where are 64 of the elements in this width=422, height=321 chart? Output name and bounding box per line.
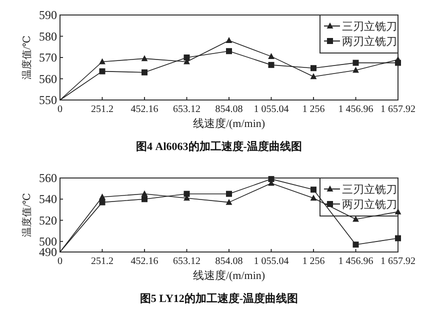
legend-label: 三刃立铣刀 xyxy=(342,20,397,33)
legend-label: 三刃立铣刀 xyxy=(342,183,397,196)
point xyxy=(352,216,359,222)
point xyxy=(226,198,232,205)
point xyxy=(226,37,232,43)
point xyxy=(310,186,316,193)
point xyxy=(99,68,106,74)
x-tick-label: 1 055.04 xyxy=(254,104,289,115)
point xyxy=(226,48,232,54)
x-tick-label: 452.16 xyxy=(130,256,158,267)
y-tick-label: 580 xyxy=(39,29,57,44)
x-tick-label: 452.16 xyxy=(130,104,158,115)
point xyxy=(141,55,148,62)
y-tick-label: 520 xyxy=(39,213,57,228)
x-tick-label: 1 456.96 xyxy=(338,104,374,115)
point xyxy=(352,60,359,66)
point xyxy=(142,196,148,202)
x-tick-label: 251.2 xyxy=(91,256,114,267)
x-tick-label: 854.08 xyxy=(215,256,243,267)
x-axis-title: 线速度/(m/min) xyxy=(192,269,266,282)
x-tick-label: 251.2 xyxy=(91,104,114,115)
x-tick-label: 854.08 xyxy=(215,104,243,115)
point xyxy=(268,62,274,68)
point xyxy=(352,66,359,73)
point xyxy=(394,208,402,214)
point xyxy=(310,65,316,72)
point xyxy=(310,194,317,201)
x-tick-label: 1 256 xyxy=(302,256,325,267)
y-axis-title: 温度值/℃ xyxy=(21,36,33,80)
point xyxy=(184,190,190,197)
point xyxy=(352,242,359,248)
point xyxy=(268,176,274,182)
y-tick-label: 560 xyxy=(39,171,57,185)
point xyxy=(99,194,106,200)
y-tick-label: 590 xyxy=(39,8,57,22)
y-tick-label: 540 xyxy=(39,192,57,206)
y-axis-title: 温度值/℃ xyxy=(21,193,33,237)
point xyxy=(310,73,317,80)
point xyxy=(141,190,148,196)
text: 图4 Al6063的加工速度-温度曲线图 xyxy=(136,140,302,153)
text: 图5 LY12的加工速度-温度曲线图 xyxy=(140,292,298,305)
legend-label: 两刃立铣刀 xyxy=(342,35,397,48)
x-tick-label: 1 456.96 xyxy=(338,256,374,267)
x-tick-label: 653.12 xyxy=(173,256,200,267)
x-tick-label: 0 xyxy=(58,104,62,115)
y-tick-label: 550 xyxy=(39,93,57,107)
point xyxy=(395,235,401,242)
x-tick-label: 0 xyxy=(58,256,62,267)
point xyxy=(268,52,274,59)
point xyxy=(99,58,106,64)
x-tick-label: 1 256 xyxy=(302,104,325,115)
point xyxy=(99,199,106,206)
x-axis-title: 线速度/(m/min) xyxy=(192,117,266,130)
legend-label: 两刃立铣刀 xyxy=(342,198,397,211)
point xyxy=(142,69,148,76)
y-tick-label: 570 xyxy=(39,50,57,64)
x-tick-label: 1 657.92 xyxy=(380,256,416,267)
point xyxy=(226,190,232,197)
x-tick-label: 1 055.04 xyxy=(254,256,289,267)
x-tick-label: 1 657.92 xyxy=(380,104,416,115)
point xyxy=(184,54,190,60)
y-tick-label: 560 xyxy=(39,72,57,86)
x-tick-label: 653.12 xyxy=(173,104,200,115)
point xyxy=(394,56,402,62)
